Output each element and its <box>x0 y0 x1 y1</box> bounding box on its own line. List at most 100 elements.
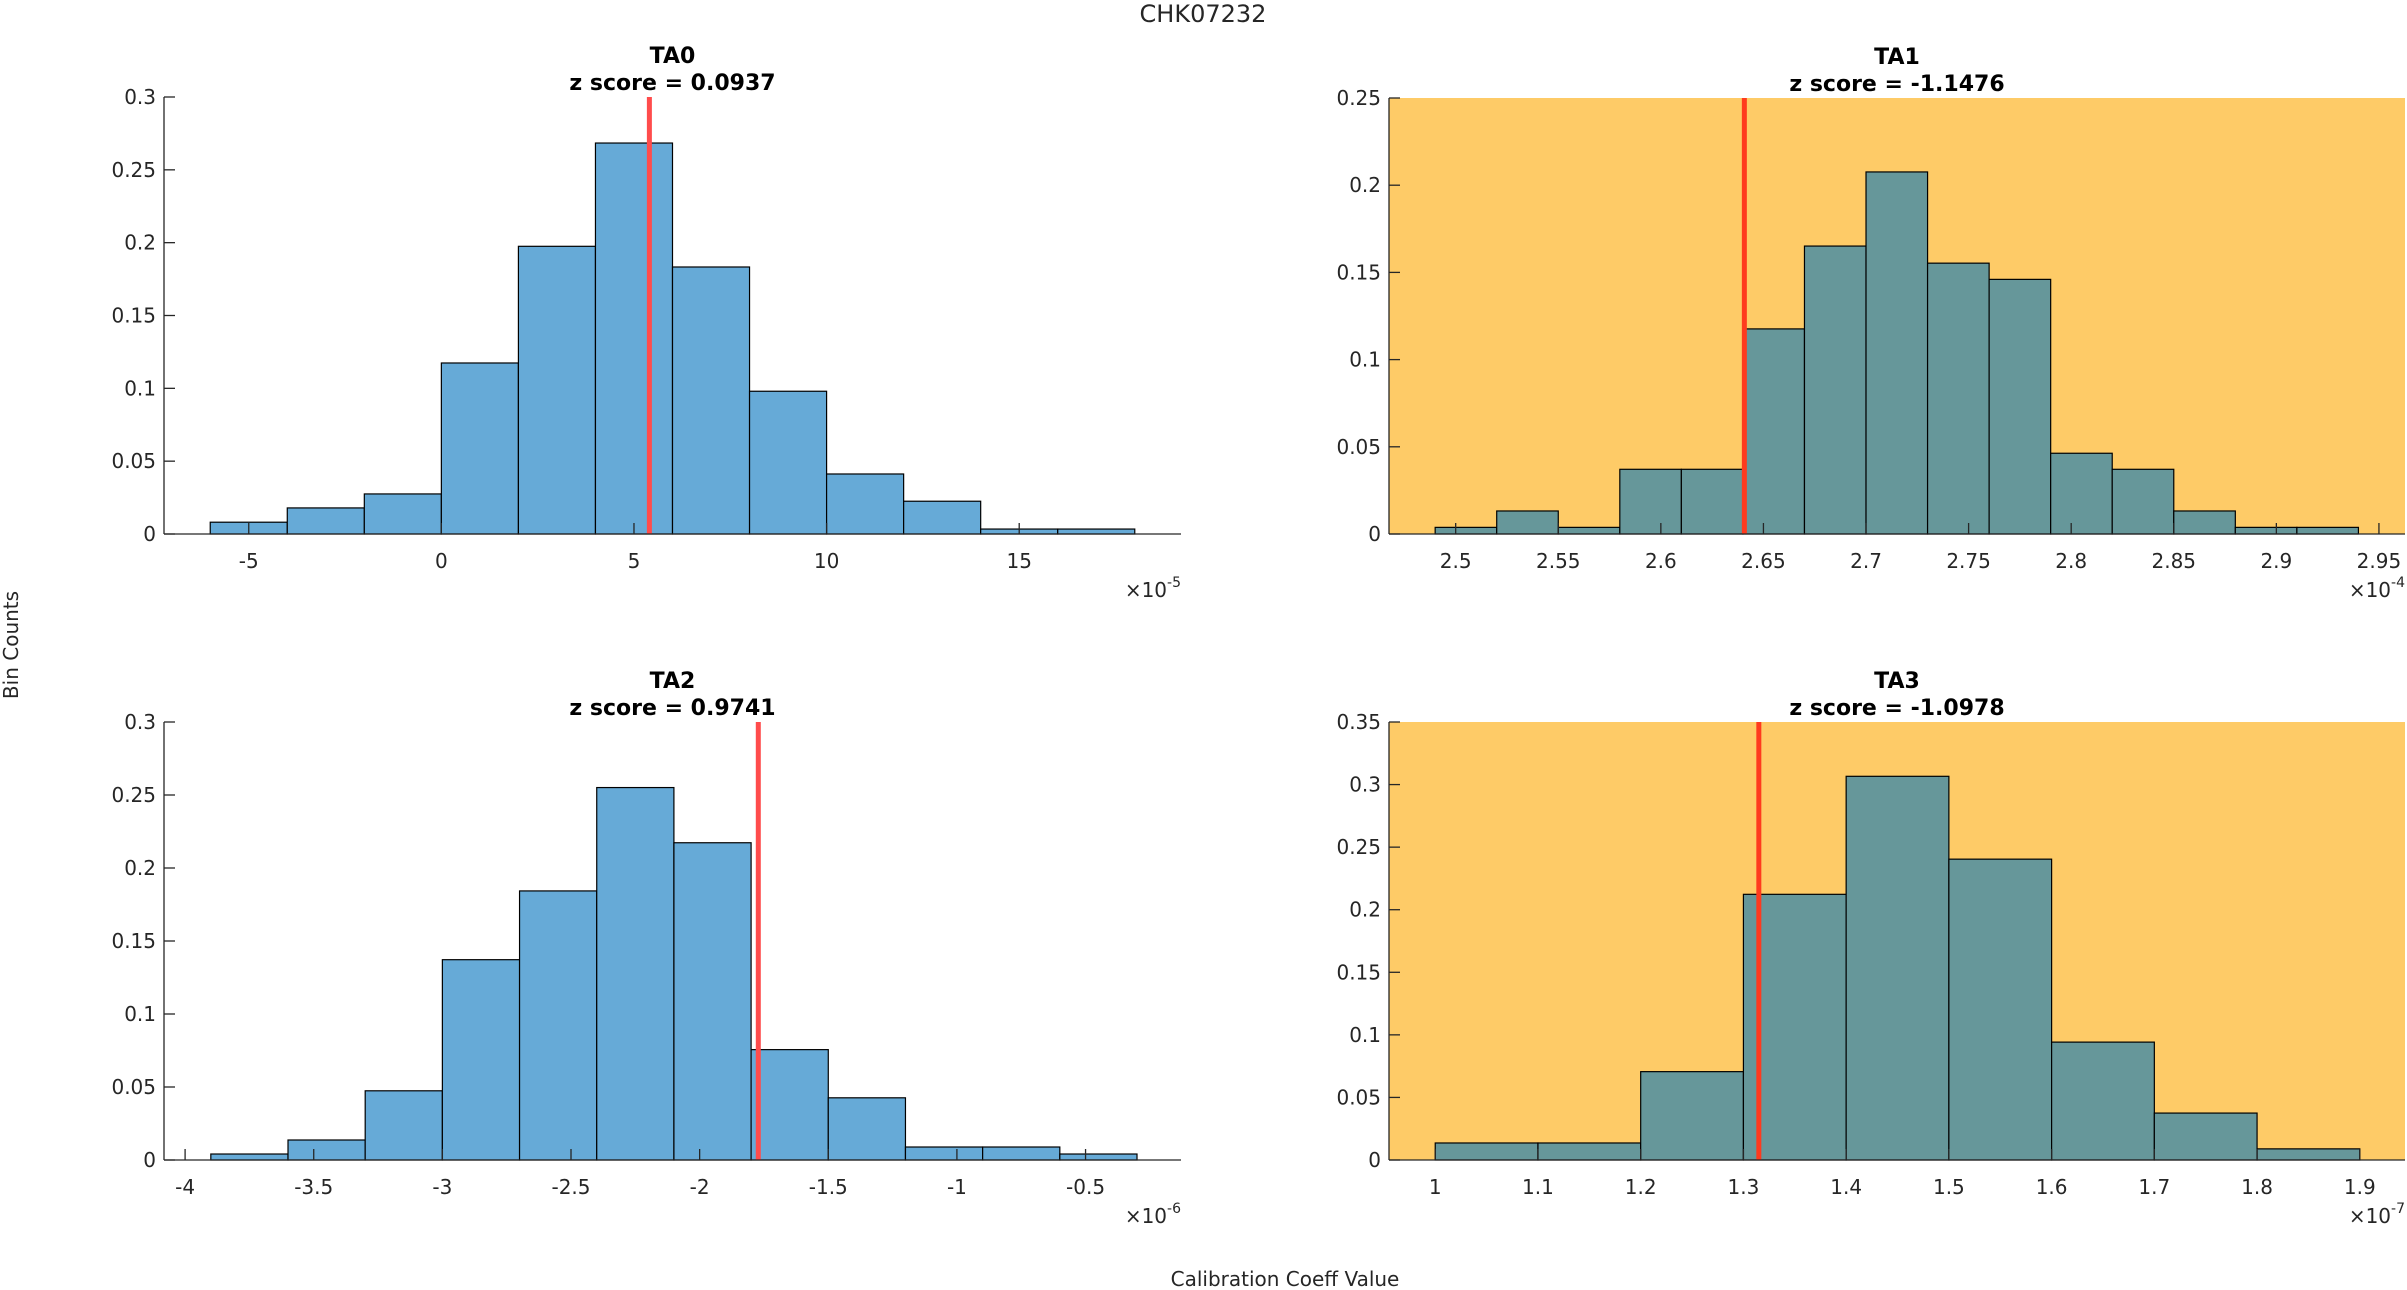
subplot-zscore: z score = -1.1476 <box>1789 72 2004 97</box>
times-ten: ×10 <box>2349 578 2391 602</box>
y-tick-label: 0.25 <box>111 158 156 182</box>
x-tick-label: -3 <box>432 1175 452 1199</box>
histogram-bar <box>748 390 828 535</box>
x-tick-label: -2.5 <box>551 1175 590 1199</box>
histogram-bar <box>2111 468 2175 535</box>
exponent-value: -6 <box>1167 1201 1181 1217</box>
histogram-bar <box>518 890 598 1161</box>
x-tick-label: 2.5 <box>1440 549 1472 573</box>
histogram-bar <box>2296 526 2360 535</box>
y-tick-label: 0.2 <box>1349 173 1381 197</box>
histogram-bar <box>673 842 752 1161</box>
y-tick-label: 0 <box>1368 522 1381 546</box>
histogram-bar <box>2153 1112 2258 1161</box>
exponent-value: -4 <box>2391 575 2405 591</box>
histogram-bar <box>2234 526 2298 535</box>
subplot-title: TA1 <box>1874 45 1920 70</box>
x-tick-label: 1.3 <box>1728 1175 1760 1199</box>
x-tick-label: 1.5 <box>1933 1175 1965 1199</box>
histogram-bar <box>1680 468 1744 535</box>
histogram-bar <box>1619 468 1682 535</box>
x-tick-label: 1.8 <box>2241 1175 2273 1199</box>
x-tick-label: 2.75 <box>1946 549 1991 573</box>
y-tick-label: 0 <box>1368 1148 1381 1172</box>
histogram-bar <box>440 362 520 535</box>
histogram-bar <box>594 142 674 535</box>
histogram-bar <box>1845 775 1950 1161</box>
x-tick-label: 2.65 <box>1741 549 1786 573</box>
histogram-bar <box>2173 510 2236 535</box>
histogram-bar <box>750 1049 829 1161</box>
y-tick-label: 0.2 <box>124 856 156 880</box>
x-tick-label: 5 <box>628 549 641 573</box>
subplot-zscore: z score = 0.0937 <box>569 71 775 96</box>
figure-x-label: Calibration Coeff Value <box>1171 1267 1400 1290</box>
y-tick-label: 0.25 <box>1336 835 1381 859</box>
histogram-bar <box>1803 245 1867 535</box>
histogram-bar <box>825 473 905 535</box>
x-tick-label: 2.95 <box>2357 549 2402 573</box>
histogram-bar <box>1537 1142 1642 1161</box>
y-tick-label: 0.3 <box>124 710 156 734</box>
histogram-bar <box>364 1090 443 1161</box>
histogram-bar <box>210 1153 289 1161</box>
histogram-bar <box>596 786 675 1161</box>
histogram-bar <box>287 1139 366 1161</box>
subplot-ta1: 0 0.05 0.1 0.15 0.2 0.25 2.5 2.55 2.6 2.65 2.7 2.75… <box>1336 45 2405 602</box>
histogram-bar <box>2051 1041 2155 1161</box>
y-tick-label: 0.05 <box>1336 1085 1381 1109</box>
y-tick-label: 0.2 <box>124 231 156 255</box>
y-tick-label: 0 <box>143 522 156 546</box>
histogram-bar <box>1059 1153 1138 1161</box>
histogram-bar <box>903 500 982 535</box>
x-tick-label: 2.8 <box>2055 549 2087 573</box>
x-tick-label: 1.7 <box>2138 1175 2170 1199</box>
x-tick-label: -1.5 <box>809 1175 848 1199</box>
histogram-bar <box>1988 278 2052 535</box>
x-tick-label: 2.6 <box>1645 549 1677 573</box>
histogram-bar <box>1742 328 1806 535</box>
x-tick-label: 1.4 <box>1830 1175 1862 1199</box>
y-tick-label: 0.25 <box>111 783 156 807</box>
y-tick-label: 0.15 <box>111 304 156 328</box>
x-tick-label: 2.55 <box>1536 549 1581 573</box>
subplot-title: TA0 <box>650 44 696 69</box>
subplot-zscore: z score = -1.0978 <box>1789 696 2004 721</box>
x-exponent-label: ×10-6 <box>1125 1201 1181 1228</box>
histogram-bar <box>982 1146 1061 1161</box>
times-ten: ×10 <box>2349 1204 2391 1228</box>
subplot-ta0: 00.050.10.150.20.250.3-5 0 5 10 15×10-5TA0z … <box>111 44 1181 602</box>
x-tick-label: 15 <box>1006 549 1031 573</box>
histogram-bar <box>1557 526 1621 535</box>
x-tick-label: 2.9 <box>2260 549 2292 573</box>
histogram-bar <box>827 1097 907 1161</box>
x-tick-label: -5 <box>239 549 259 573</box>
y-tick-label: 0 <box>143 1148 156 1172</box>
subplot-ta3: 0 0.05 0.1 0.15 0.2 0.25 0.3 0.35 1 1.1 1.2 1.3 1.4 1… <box>1336 669 2405 1228</box>
x-tick-label: 1.6 <box>2036 1175 2068 1199</box>
histogram-bar <box>1434 1142 1539 1161</box>
x-exponent-label: ×10-4 <box>2349 575 2405 602</box>
x-tick-label: 2.7 <box>1850 549 1882 573</box>
subplot-title: TA3 <box>1874 669 1920 694</box>
subplot-title: TA2 <box>650 669 696 694</box>
histogram-bar <box>1865 171 1929 535</box>
times-ten: ×10 <box>1125 1204 1167 1228</box>
histogram-bar <box>1926 262 1990 535</box>
x-tick-label: 1.9 <box>2344 1175 2376 1199</box>
histogram-bar <box>517 245 597 535</box>
y-tick-label: 0.05 <box>111 449 156 473</box>
exponent-value: -5 <box>1167 575 1181 591</box>
x-exponent-label: ×10-7 <box>2349 1201 2405 1228</box>
subplot-zscore: z score = 0.9741 <box>569 696 775 721</box>
x-exponent-label: ×10-5 <box>1125 575 1181 602</box>
y-tick-label: 0.05 <box>111 1075 156 1099</box>
histogram-bar <box>2256 1148 2361 1161</box>
histogram-bar <box>2050 452 2113 535</box>
x-tick-label: 1.2 <box>1625 1175 1657 1199</box>
histogram-bar <box>1948 858 2053 1161</box>
y-tick-label: 0.15 <box>111 929 156 953</box>
x-tick-label: 0 <box>435 549 448 573</box>
x-tick-label: 10 <box>814 549 839 573</box>
x-tick-label: -0.5 <box>1066 1175 1105 1199</box>
